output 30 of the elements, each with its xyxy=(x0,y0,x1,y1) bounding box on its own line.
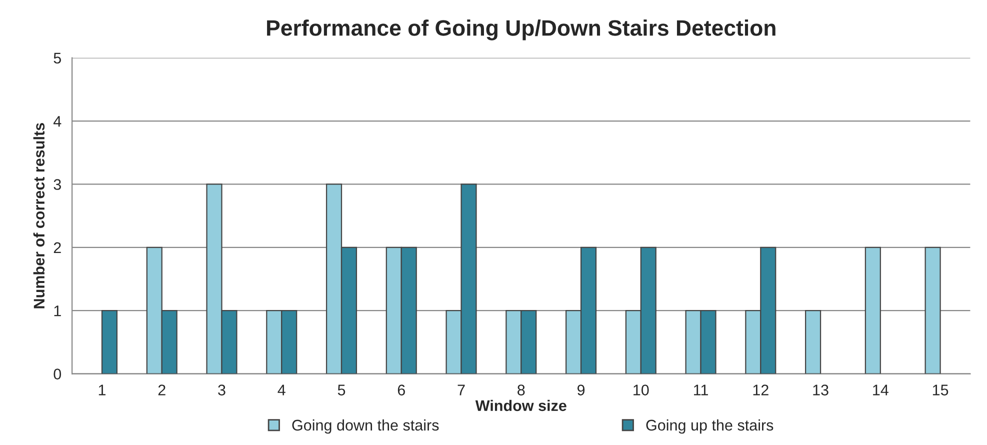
x-tick-label: 12 xyxy=(753,384,768,396)
x-tick-label: 4 xyxy=(278,384,286,396)
x-tick-label: 11 xyxy=(694,384,708,396)
y-tick-label: 2 xyxy=(54,242,61,253)
x-tick-label: 6 xyxy=(398,384,405,396)
x-tick-label: 7 xyxy=(458,384,465,396)
bar xyxy=(101,310,118,374)
x-tick-label: 10 xyxy=(634,384,649,396)
y-tick-label: 5 xyxy=(54,52,61,64)
legend-label: Going down the stairs xyxy=(292,419,439,434)
legend-label: Going up the stairs xyxy=(646,419,774,434)
bar xyxy=(805,310,822,374)
y-tick-label: 0 xyxy=(54,368,62,380)
bar xyxy=(924,246,941,374)
y-axis-title: Number of correct results xyxy=(33,123,45,308)
y-tick-label: 3 xyxy=(54,179,61,190)
x-tick-label: 1 xyxy=(98,384,106,396)
chart-title: Performance of Going Up/Down Stairs Detection xyxy=(267,20,776,40)
x-tick-label: 9 xyxy=(577,384,585,396)
bar xyxy=(864,246,881,374)
x-tick-label: 15 xyxy=(932,384,948,396)
x-tick-label: 3 xyxy=(218,384,226,396)
x-tick-label: 14 xyxy=(873,384,888,396)
x-tick-label: 5 xyxy=(338,384,346,396)
y-tick-label: 4 xyxy=(53,116,62,127)
x-tick-label: 8 xyxy=(518,384,525,396)
x-axis-title: Window size xyxy=(475,400,566,412)
x-tick-label: 13 xyxy=(813,384,828,396)
x-tick-label: 2 xyxy=(158,384,166,396)
y-tick-label: 1 xyxy=(54,306,61,316)
